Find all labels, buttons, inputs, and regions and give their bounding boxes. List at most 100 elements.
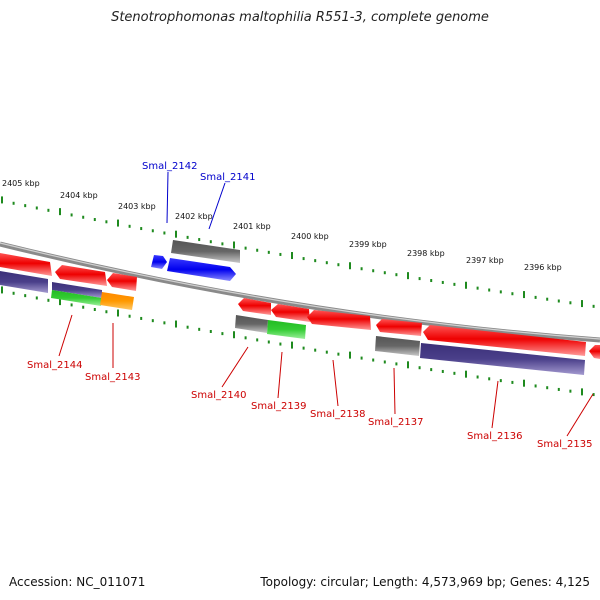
feature-purple-left[interactable]: [0, 271, 48, 293]
kbp-label: 2399 kbp: [349, 240, 387, 249]
minor-tick: [186, 235, 189, 239]
gene-smal-2140[interactable]: [238, 298, 271, 315]
minor-tick: [256, 338, 259, 342]
gene-smal-2145[interactable]: [0, 253, 52, 276]
minor-tick: [592, 304, 595, 308]
gene-label[interactable]: Smal_2139: [251, 401, 306, 412]
minor-tick: [499, 379, 502, 383]
minor-tick: [163, 231, 166, 235]
major-tick: [291, 252, 293, 260]
minor-tick: [569, 301, 572, 305]
gene-label[interactable]: Smal_2135: [537, 439, 592, 450]
minor-tick: [151, 229, 154, 233]
genes-outer-strand: [151, 240, 240, 281]
minor-tick: [267, 340, 270, 344]
kbp-label: 2396 kbp: [524, 263, 562, 272]
minor-tick: [488, 288, 491, 292]
gene-label[interactable]: Smal_2137: [368, 417, 423, 428]
feature-orange-2143[interactable]: [100, 292, 134, 310]
gene-labels-top: Smal_2142 Smal_2141: [142, 161, 255, 183]
gene-smal-2135[interactable]: [589, 345, 600, 359]
minor-tick: [244, 336, 247, 340]
minor-tick: [511, 380, 514, 384]
minor-tick: [418, 277, 421, 281]
gene-label[interactable]: Smal_2143: [85, 372, 140, 383]
minor-tick: [441, 369, 444, 373]
feature-gray-2140[interactable]: [235, 315, 268, 333]
feature-purple-2136[interactable]: [420, 343, 585, 375]
minor-tick: [557, 387, 560, 391]
minor-tick: [383, 271, 386, 275]
minor-tick: [279, 342, 282, 346]
minor-tick: [302, 257, 305, 261]
minor-tick: [244, 246, 247, 250]
minor-tick: [93, 307, 96, 311]
minor-tick: [209, 329, 212, 333]
minor-tick: [279, 252, 282, 256]
minor-tick: [70, 213, 73, 217]
minor-tick: [360, 356, 363, 360]
gene-smal-2143[interactable]: [107, 273, 137, 291]
major-tick: [1, 196, 3, 204]
gene-label[interactable]: Smal_2142: [142, 161, 197, 172]
minor-tick: [395, 362, 398, 366]
minor-tick: [256, 248, 259, 252]
minor-tick: [569, 389, 572, 393]
minor-tick: [47, 208, 50, 212]
gene-label[interactable]: Smal_2136: [467, 431, 522, 442]
minor-tick: [511, 292, 514, 296]
feature-gray-2137[interactable]: [375, 336, 420, 356]
kbp-label: 2401 kbp: [233, 222, 271, 231]
minor-tick: [557, 299, 560, 303]
major-tick: [59, 298, 61, 306]
minor-tick: [325, 261, 328, 265]
major-tick: [407, 361, 409, 369]
minor-tick: [151, 319, 154, 323]
feature-green-2144[interactable]: [51, 290, 102, 306]
gene-smal-2144[interactable]: [55, 265, 107, 286]
gene-label[interactable]: Smal_2144: [27, 360, 82, 371]
gene-smal-2141-small[interactable]: [151, 255, 167, 269]
minor-tick: [35, 206, 38, 210]
page-title: Stenotrophomonas maltophilia R551-3, com…: [111, 10, 489, 25]
callouts-top: [166, 171, 226, 230]
gene-label[interactable]: Smal_2141: [200, 172, 255, 183]
minor-tick: [372, 358, 375, 362]
major-tick: [291, 341, 293, 349]
major-tick: [581, 388, 583, 396]
gene-smal-2141[interactable]: [167, 258, 236, 281]
gene-label[interactable]: Smal_2140: [191, 390, 246, 401]
minor-tick: [221, 242, 224, 246]
callouts-bottom: [58, 314, 594, 437]
minor-tick: [430, 279, 433, 283]
gene-label[interactable]: Smal_2138: [310, 409, 365, 420]
minor-tick: [546, 386, 549, 390]
gene-smal-2139[interactable]: [271, 304, 310, 322]
minor-tick: [418, 366, 421, 370]
feature-purple-2144[interactable]: [52, 282, 102, 298]
outer-kbp-scale: [1, 196, 595, 308]
minor-tick: [140, 227, 143, 231]
minor-tick: [47, 298, 50, 302]
minor-tick: [93, 218, 96, 222]
gene-smal-2138[interactable]: [307, 310, 371, 330]
gene-smal-2136[interactable]: [423, 325, 586, 356]
gene-smal-2142[interactable]: [171, 240, 240, 263]
kbp-label: 2402 kbp: [175, 212, 213, 221]
genome-backbone: [0, 241, 600, 343]
minor-tick: [105, 310, 108, 314]
minor-tick: [337, 352, 340, 356]
kbp-label: 2405 kbp: [2, 179, 40, 188]
topology-text: Topology: circular; Length: 4,573,969 bp…: [260, 575, 590, 589]
minor-tick: [325, 350, 328, 354]
minor-tick: [140, 316, 143, 320]
major-tick: [523, 379, 525, 387]
gene-smal-2137[interactable]: [376, 319, 422, 336]
kbp-label: 2398 kbp: [407, 249, 445, 258]
minor-tick: [337, 263, 340, 267]
feature-green-2139[interactable]: [267, 320, 306, 339]
kbp-label: 2404 kbp: [60, 191, 98, 200]
minor-tick: [430, 368, 433, 372]
major-tick: [59, 208, 61, 216]
